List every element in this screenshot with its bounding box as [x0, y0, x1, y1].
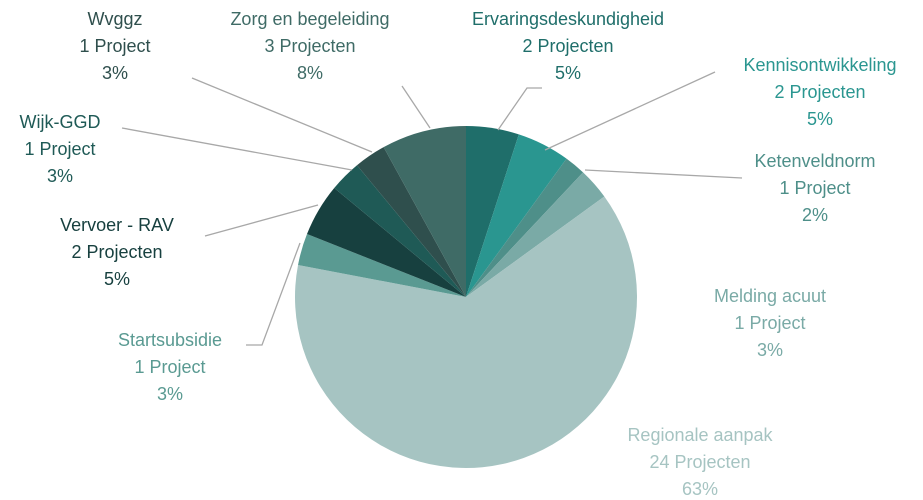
- leader-line: [246, 242, 301, 346]
- pie-slice: [334, 165, 466, 297]
- slice-label: Startsubsidie: [118, 330, 222, 350]
- slice-label: Zorg en begeleiding: [230, 9, 389, 29]
- slice-project-count: 24 Projecten: [649, 452, 750, 472]
- pie-slice: [466, 134, 567, 297]
- slice-project-count: 1 Project: [134, 357, 205, 377]
- pie-slice: [383, 126, 466, 297]
- slice-value-label: 8%: [297, 63, 323, 83]
- slice-value-label: 3%: [157, 384, 183, 404]
- slice-project-count: 1 Project: [779, 178, 850, 198]
- slice-project-count: 2 Projecten: [71, 242, 162, 262]
- slice-label: Ketenveldnorm: [754, 151, 875, 171]
- slice-project-count: 1 Project: [24, 139, 95, 159]
- leader-line: [121, 127, 353, 171]
- slice-label: Wvggz: [87, 9, 142, 29]
- slice-project-count: 2 Projecten: [774, 82, 865, 102]
- slice-value-label: 63%: [682, 479, 718, 499]
- slice-value-label: 5%: [555, 63, 581, 83]
- slice-value-label: 2%: [802, 205, 828, 225]
- slice-label: Regionale aanpak: [627, 425, 773, 445]
- slice-project-count: 2 Projecten: [522, 36, 613, 56]
- slice-project-count: 1 Project: [734, 313, 805, 333]
- pie-slice: [307, 188, 466, 297]
- leader-line: [584, 169, 743, 179]
- slice-project-count: 1 Project: [79, 36, 150, 56]
- pie-slice: [298, 234, 466, 297]
- slice-value-label: 5%: [104, 269, 130, 289]
- leader-line: [544, 71, 716, 151]
- pie-slice: [466, 158, 584, 297]
- slice-label: Vervoer - RAV: [60, 215, 174, 235]
- slice-value-label: 3%: [757, 340, 783, 360]
- slice-value-label: 3%: [47, 166, 73, 186]
- pie-slice: [466, 172, 605, 297]
- pie-slice: [357, 147, 466, 297]
- slice-value-label: 5%: [807, 109, 833, 129]
- slice-project-count: 3 Projecten: [264, 36, 355, 56]
- leader-line: [191, 77, 373, 153]
- slice-label: Wijk-GGD: [20, 112, 101, 132]
- pie-slice: [466, 126, 519, 297]
- leader-line: [204, 204, 319, 237]
- slice-label: Kennisontwikkeling: [743, 55, 896, 75]
- leader-line: [497, 87, 542, 131]
- slice-label: Melding acuut: [714, 286, 826, 306]
- slice-label: Ervaringsdeskundigheid: [472, 9, 664, 29]
- slice-value-label: 3%: [102, 63, 128, 83]
- pie-slice: [295, 196, 637, 469]
- leader-line: [401, 85, 431, 129]
